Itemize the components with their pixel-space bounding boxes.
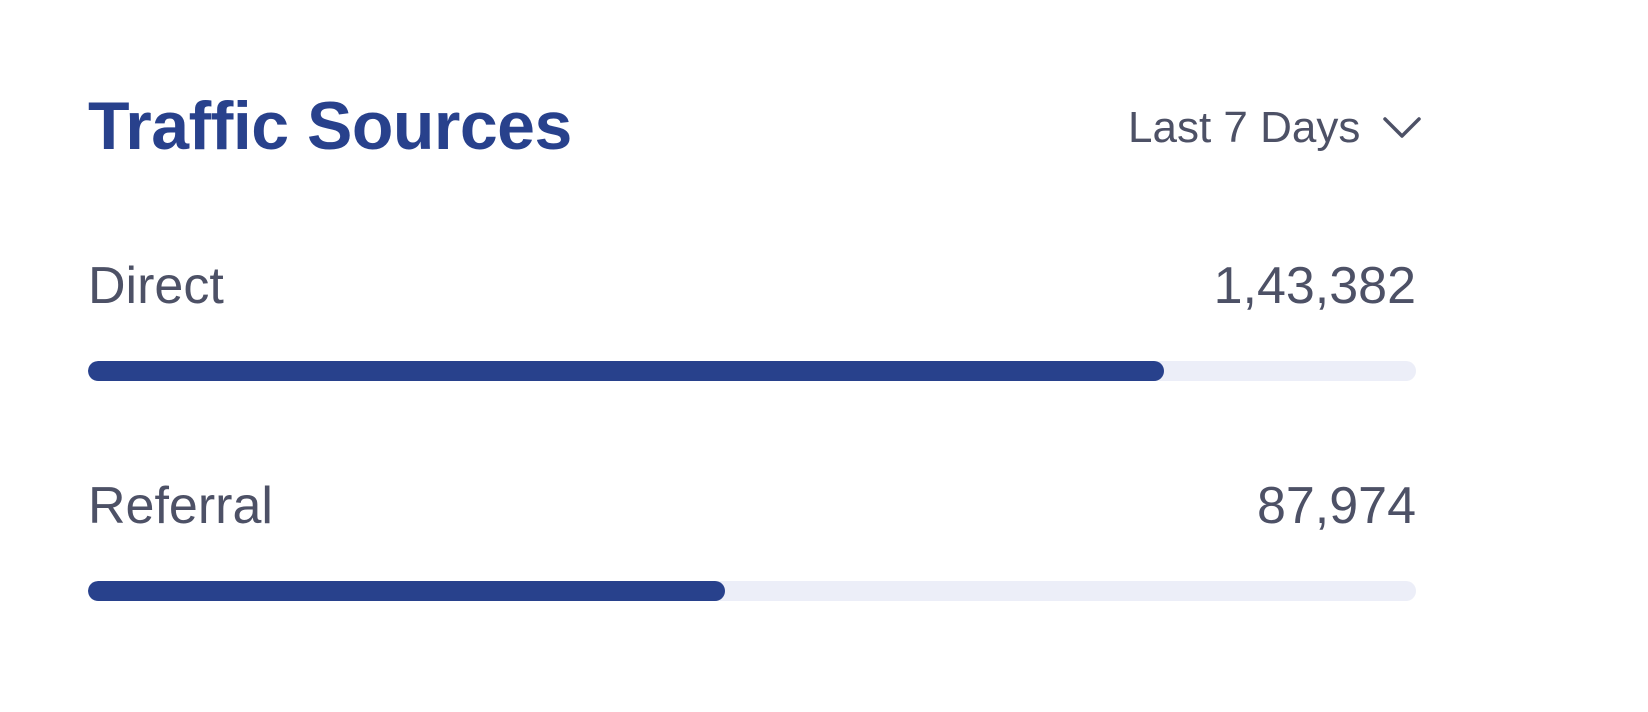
date-range-dropdown[interactable]: Last 7 Days [1128,98,1422,158]
date-range-label: Last 7 Days [1128,103,1361,152]
progress-track-referral [88,581,1416,601]
source-label-referral: Referral [88,477,273,535]
progress-fill-referral [88,581,726,601]
progress-track-direct [88,361,1416,381]
progress-fill-direct [88,361,1164,381]
chevron-down-icon [1382,113,1422,143]
source-value-direct: 1,43,382 [1213,257,1416,315]
source-value-referral: 87,974 [1256,477,1416,535]
card-title: Traffic Sources [88,88,572,164]
source-label-direct: Direct [88,257,224,315]
